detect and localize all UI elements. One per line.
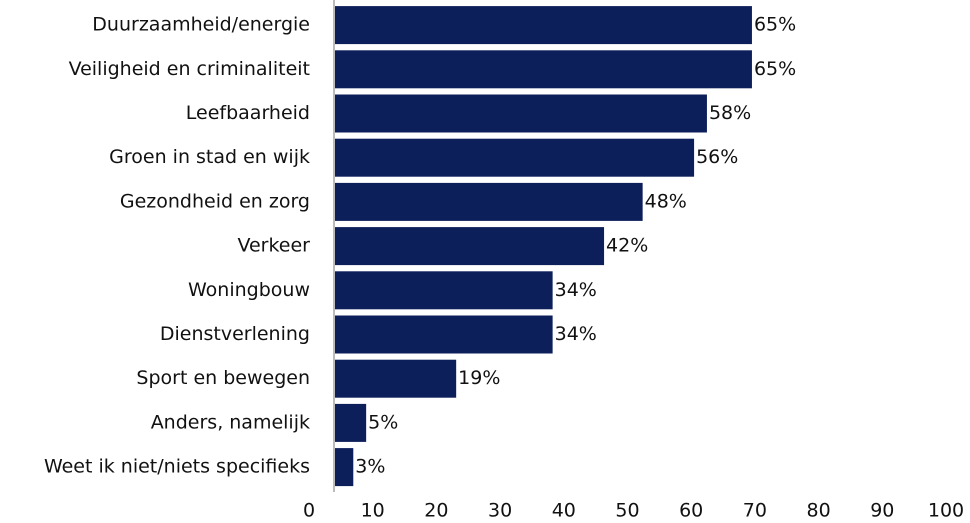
data-label: 65% bbox=[754, 14, 796, 36]
data-label: 48% bbox=[645, 190, 687, 212]
data-label: 5% bbox=[368, 411, 398, 433]
data-label: 42% bbox=[606, 235, 648, 257]
x-tick-label: 60 bbox=[679, 500, 703, 522]
x-tick-label: 40 bbox=[552, 500, 576, 522]
category-label: Sport en bewegen bbox=[136, 367, 310, 389]
category-label: Weet ik niet/niets specifieks bbox=[44, 456, 310, 478]
category-label: Gezondheid en zorg bbox=[120, 190, 310, 212]
x-tick-label: 100 bbox=[928, 500, 964, 522]
category-label: Veiligheid en criminaliteit bbox=[69, 58, 310, 80]
category-label: Verkeer bbox=[237, 235, 310, 257]
data-label: 65% bbox=[754, 58, 796, 80]
data-label: 3% bbox=[355, 456, 385, 478]
bar bbox=[334, 271, 553, 310]
bar bbox=[334, 182, 643, 221]
category-label: Woningbouw bbox=[188, 279, 310, 301]
x-tick-label: 10 bbox=[361, 500, 385, 522]
x-tick-label: 90 bbox=[870, 500, 894, 522]
x-tick-label: 0 bbox=[303, 500, 315, 522]
x-tick-label: 20 bbox=[424, 500, 448, 522]
x-tick-label: 70 bbox=[743, 500, 767, 522]
x-tick-label: 30 bbox=[488, 500, 512, 522]
category-label: Dienstverlening bbox=[160, 323, 310, 345]
bar bbox=[334, 403, 367, 442]
bar bbox=[334, 227, 605, 266]
x-tick-label: 80 bbox=[807, 500, 831, 522]
bar bbox=[334, 138, 695, 177]
x-tick-label: 50 bbox=[615, 500, 639, 522]
bar bbox=[334, 6, 752, 45]
bar bbox=[334, 359, 457, 398]
category-label: Leefbaarheid bbox=[186, 102, 310, 124]
bar bbox=[334, 94, 707, 133]
data-label: 56% bbox=[696, 146, 738, 168]
category-label: Groen in stad en wijk bbox=[109, 146, 310, 168]
data-label: 19% bbox=[458, 367, 500, 389]
bar bbox=[334, 315, 553, 354]
data-label: 34% bbox=[555, 279, 597, 301]
data-label: 58% bbox=[709, 102, 751, 124]
bar bbox=[334, 50, 752, 89]
category-label: Duurzaamheid/energie bbox=[92, 14, 310, 36]
data-label: 34% bbox=[555, 323, 597, 345]
bar bbox=[334, 448, 354, 487]
category-label: Anders, namelijk bbox=[151, 411, 310, 433]
